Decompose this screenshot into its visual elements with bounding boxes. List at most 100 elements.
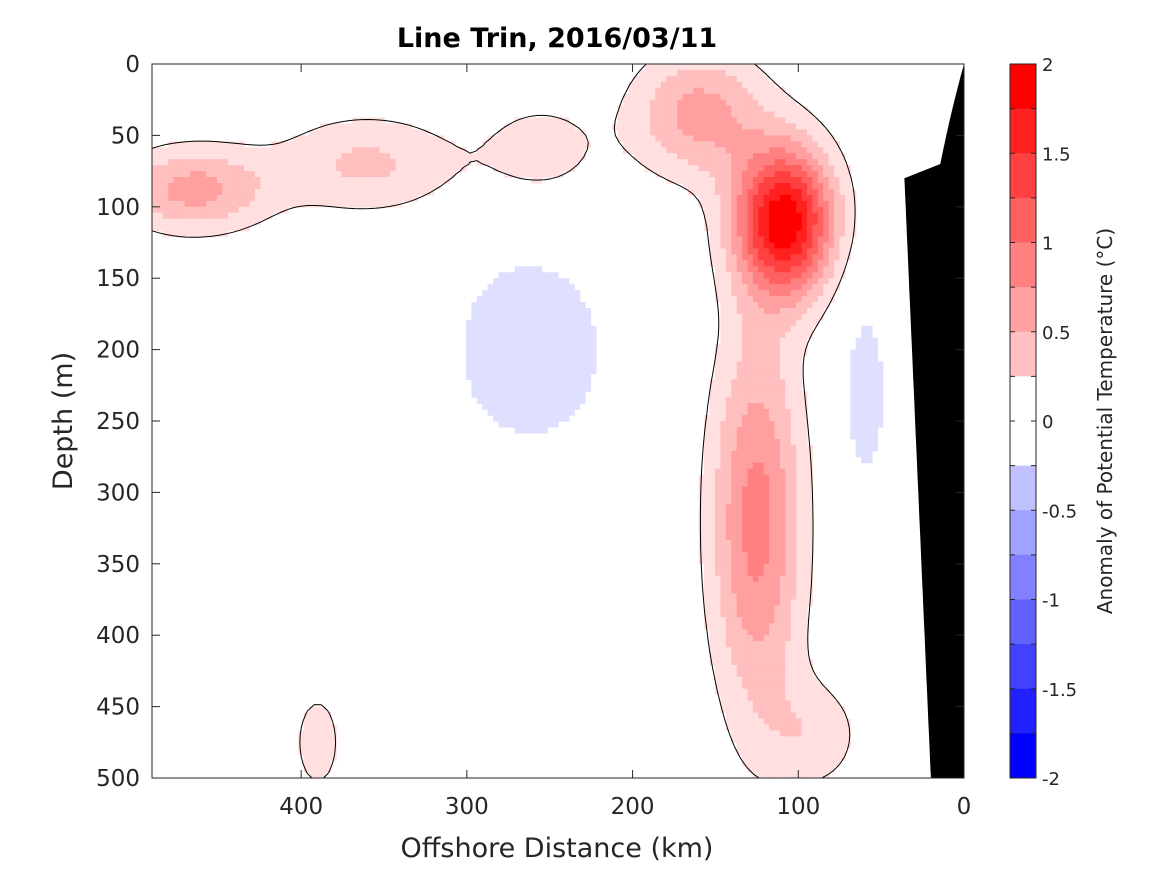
contour-cell (628, 129, 635, 136)
contour-cell (308, 200, 315, 208)
contour-cell (801, 724, 808, 731)
contour-cell (774, 421, 781, 428)
contour-cell (742, 153, 749, 160)
contour-cell (704, 444, 711, 452)
contour-cell (736, 492, 743, 499)
contour-cell (725, 563, 732, 571)
contour-cell (574, 141, 581, 148)
contour-cell (671, 69, 678, 77)
contour-cell (731, 367, 738, 374)
contour-cell (249, 200, 256, 208)
contour-cell (314, 736, 321, 743)
contour-cell (752, 307, 759, 315)
contour-cell (714, 611, 721, 618)
contour-cell (861, 355, 868, 363)
contour-cell (693, 177, 700, 184)
contour-cell (807, 117, 814, 125)
contour-cell (476, 379, 483, 386)
contour-cell (769, 516, 776, 523)
contour-cell (747, 730, 754, 737)
contour-cell (763, 587, 770, 595)
contour-cell (731, 260, 738, 267)
contour-cell (509, 385, 516, 392)
contour-cell (704, 468, 711, 476)
contour-cell (801, 248, 808, 255)
contour-cell (563, 278, 570, 285)
contour-cell (785, 367, 792, 374)
contour-cell (769, 450, 776, 458)
contour-cell (709, 105, 716, 113)
contour-cell (714, 629, 721, 636)
contour-cell (357, 165, 364, 172)
contour-cell (785, 498, 792, 505)
contour-cell (687, 177, 694, 184)
contour-cell (552, 415, 559, 422)
contour-cell (698, 480, 705, 488)
contour-cell (823, 712, 830, 720)
contour-cell (357, 194, 364, 202)
contour-cell (341, 171, 348, 178)
contour-cell (346, 200, 353, 208)
contour-cell (563, 367, 570, 374)
contour-cell (823, 260, 830, 267)
contour-cell (655, 81, 662, 89)
contour-cell (785, 599, 792, 607)
contour-cell (568, 373, 575, 380)
contour-cell (314, 147, 321, 154)
contour-cell (709, 581, 716, 589)
contour-cell (828, 224, 835, 232)
contour-cell (763, 343, 770, 351)
contour-cell (720, 325, 727, 333)
contour-cell (720, 367, 727, 374)
contour-cell (530, 415, 537, 422)
contour-cell (817, 284, 824, 291)
contour-cell (790, 421, 797, 428)
contour-cell (796, 111, 803, 119)
contour-cell (785, 664, 792, 672)
contour-cell (817, 123, 824, 131)
contour-cell (709, 569, 716, 577)
contour-cell (677, 81, 684, 89)
contour-cell (758, 218, 765, 226)
contour-cell (769, 177, 776, 184)
contour-cell (807, 676, 814, 684)
contour-cell (752, 123, 759, 131)
contour-cell (655, 141, 662, 148)
contour-cell (704, 421, 711, 428)
contour-cell (742, 754, 749, 761)
contour-cell (493, 349, 500, 357)
contour-cell (769, 486, 776, 493)
contour-cell (677, 117, 684, 125)
contour-cell (828, 272, 835, 279)
contour-cell (590, 349, 597, 357)
contour-cell (769, 462, 776, 470)
contour-cell (742, 64, 749, 71)
contour-cell (785, 605, 792, 612)
contour-cell (763, 736, 770, 743)
contour-cell (747, 230, 754, 238)
contour-cell (184, 141, 191, 148)
contour-cell (747, 647, 754, 654)
contour-cell (704, 87, 711, 95)
contour-cell (363, 135, 370, 142)
contour-cell (411, 177, 418, 184)
contour-cell (769, 218, 776, 226)
contour-cell (200, 147, 207, 154)
contour-cell (465, 153, 472, 160)
contour-cell (742, 194, 749, 202)
contour-cell (796, 510, 803, 517)
contour-cell (752, 700, 759, 708)
contour-cell (520, 319, 527, 327)
contour-cell (796, 236, 803, 244)
contour-cell (471, 391, 478, 398)
contour-cell (444, 147, 451, 154)
contour-cell (514, 426, 521, 434)
contour-cell (714, 534, 721, 541)
contour-cell (758, 736, 765, 743)
contour-cell (574, 313, 581, 321)
contour-cell (807, 248, 814, 255)
contour-cell (752, 284, 759, 291)
contour-cell (725, 81, 732, 89)
contour-cell (368, 188, 375, 196)
contour-cell (709, 194, 716, 202)
